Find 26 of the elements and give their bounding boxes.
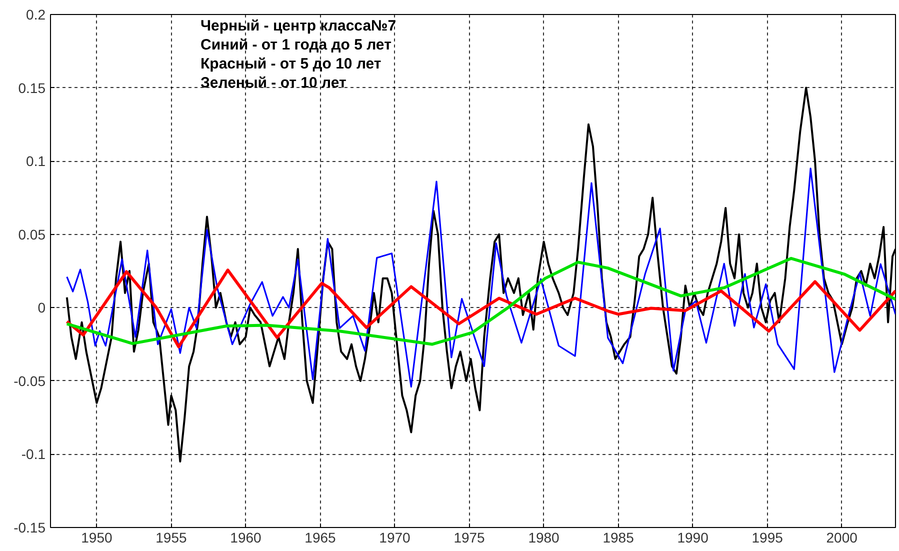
x-tick-label: 1970 [379,530,411,546]
x-tick-label: 1980 [528,530,560,546]
annotation: Зеленый - от 10 лет [200,74,346,92]
annotation: Черный - центр класса№7 [200,18,396,34]
x-tick-label: 1965 [304,530,336,546]
x-tick-label: 2000 [826,530,858,546]
x-tick-label: 1985 [602,530,634,546]
y-tick-label: -0.1 [21,446,46,462]
line-series [66,168,896,388]
y-tick-label: -0.15 [14,520,46,536]
y-tick-label: -0.05 [14,372,46,389]
x-tick-label: 1960 [230,530,262,546]
x-tick-label: 1990 [677,530,709,546]
y-tick-label: 0.15 [18,80,46,96]
x-tick-label: 1995 [752,530,784,546]
y-tick-label: 0.05 [18,226,46,242]
annotation: Красный - от 5 до 10 лет [200,56,382,72]
y-tick-label: 0.1 [26,153,46,170]
x-tick-label: 1975 [454,530,486,546]
annotation: Синий - от 1 года до 5 лет [200,36,392,54]
y-tick-label: 0.2 [26,6,46,22]
line-series [65,268,896,348]
x-tick-label: 1955 [156,530,187,546]
x-tick-label: 1950 [81,530,112,546]
line-series [65,256,896,346]
y-tick-label: 0 [38,300,46,316]
